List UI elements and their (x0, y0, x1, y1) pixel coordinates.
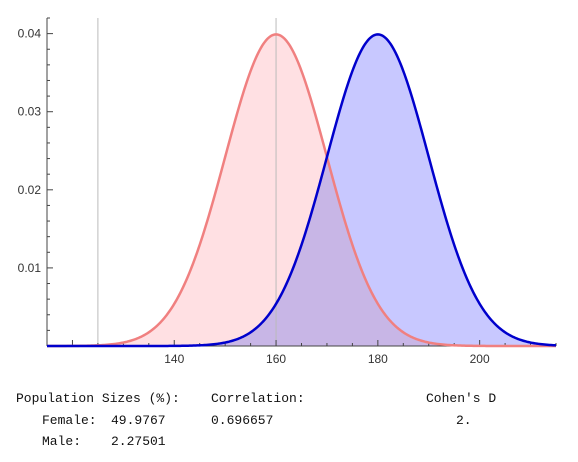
population-sizes-label: Population Sizes (%): (16, 391, 180, 406)
correlation-value: 0.696657 (211, 413, 274, 428)
x-tick-label: 180 (368, 352, 388, 366)
series-1-fill (47, 34, 556, 347)
cohens-d-value: 2. (456, 413, 472, 428)
female-label: Female: (42, 413, 97, 428)
curves (47, 33, 557, 348)
x-tick-label: 200 (470, 352, 490, 366)
y-tick-label: 0.01 (18, 261, 42, 275)
series-1-curve (47, 33, 556, 348)
y-tick-label: 0.04 (18, 27, 42, 41)
x-tick-label: 160 (266, 352, 286, 366)
distribution-chart: 140 160 180 200 0.01 0.02 0.03 0.04 (18, 17, 557, 366)
tick-labels: 140 160 180 200 0.01 0.02 0.03 0.04 (18, 27, 490, 366)
male-value: 2.27501 (111, 434, 166, 449)
correlation-label: Correlation: (211, 391, 305, 406)
y-tick-label: 0.02 (18, 183, 42, 197)
cohens-d-label: Cohen's D (426, 391, 497, 406)
male-label: Male: (42, 434, 82, 449)
female-value: 49.9767 (111, 413, 166, 428)
overlap-fill (47, 157, 556, 346)
series-2-fill (47, 34, 556, 347)
curve-fills (47, 34, 556, 347)
y-tick-label: 0.03 (18, 105, 42, 119)
series-2-curve (47, 33, 557, 348)
reference-lines (97, 18, 277, 346)
x-tick-label: 140 (164, 352, 184, 366)
